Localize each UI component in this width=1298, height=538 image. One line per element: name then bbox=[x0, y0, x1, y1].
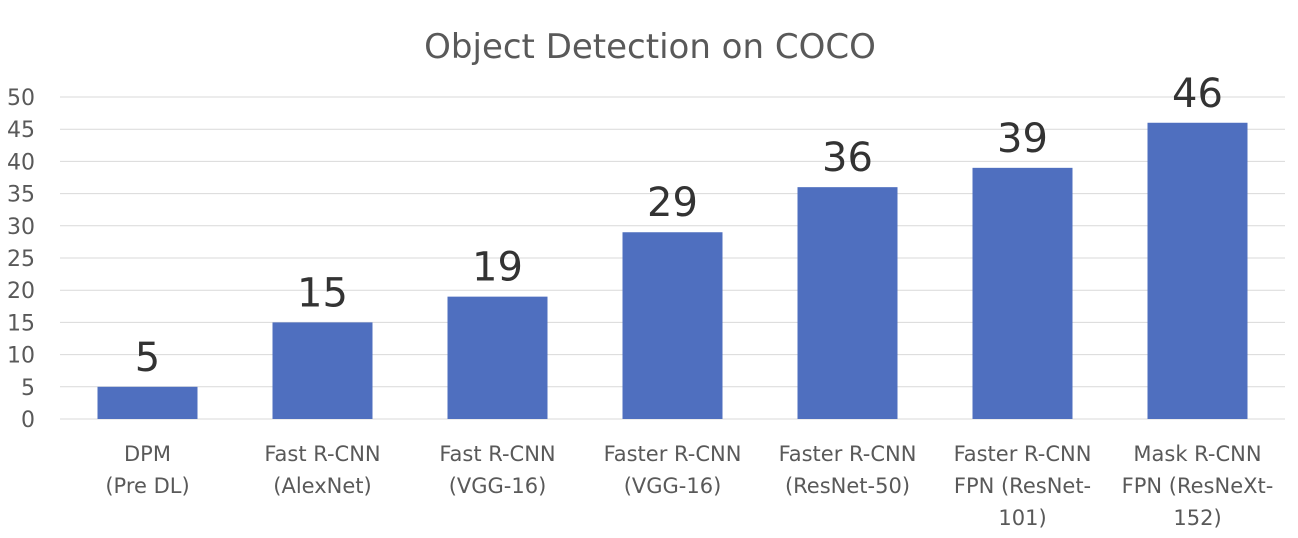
bars bbox=[97, 122, 1248, 419]
bar-6 bbox=[1147, 122, 1248, 419]
bar-0 bbox=[97, 386, 198, 419]
y-tick-label: 20 bbox=[7, 279, 35, 304]
x-tick-label: Fast R-CNN (AlexNet) bbox=[264, 442, 380, 498]
y-tick-label: 45 bbox=[7, 118, 35, 143]
bar-3 bbox=[622, 232, 723, 419]
x-tick-label: Faster R-CNN (VGG-16) bbox=[604, 442, 742, 498]
data-label: 29 bbox=[647, 180, 698, 226]
data-label: 19 bbox=[472, 245, 523, 291]
x-tick-label: Faster R-CNN (ResNet-50) bbox=[779, 442, 917, 498]
y-tick-label: 50 bbox=[7, 86, 35, 111]
x-tick-label: DPM (Pre DL) bbox=[105, 442, 189, 498]
y-tick-label: 15 bbox=[7, 311, 35, 336]
x-tick-label: Mask R-CNN FPN (ResNeXt-152) bbox=[1122, 442, 1274, 530]
y-tick-label: 35 bbox=[7, 183, 35, 208]
y-tick-label: 0 bbox=[21, 408, 35, 433]
data-label: 39 bbox=[997, 116, 1048, 162]
x-axis-ticks: DPM (Pre DL) Fast R-CNN (AlexNet) Fast R-CNN… bbox=[105, 442, 1273, 530]
y-tick-label: 10 bbox=[7, 344, 35, 369]
data-label: 5 bbox=[135, 335, 160, 381]
y-axis-ticks: 0 5 10 15 20 25 30 35 40 45 50 bbox=[7, 86, 35, 433]
y-tick-label: 25 bbox=[7, 247, 35, 272]
bar-1 bbox=[272, 322, 373, 419]
chart-title: Object Detection on COCO bbox=[424, 27, 876, 67]
bar-5 bbox=[972, 167, 1073, 419]
x-tick-label: Fast R-CNN (VGG-16) bbox=[439, 442, 555, 498]
y-tick-label: 5 bbox=[21, 376, 35, 401]
y-tick-label: 40 bbox=[7, 150, 35, 175]
data-labels: 5 15 19 29 36 39 46 bbox=[135, 71, 1223, 381]
bar-2 bbox=[447, 296, 548, 419]
y-tick-label: 30 bbox=[7, 215, 35, 240]
data-label: 36 bbox=[822, 135, 873, 181]
x-tick-label: Faster R-CNN FPN (ResNet-101) bbox=[954, 442, 1092, 530]
data-label: 46 bbox=[1172, 71, 1223, 117]
bar-4 bbox=[797, 187, 898, 419]
data-label: 15 bbox=[297, 270, 348, 316]
